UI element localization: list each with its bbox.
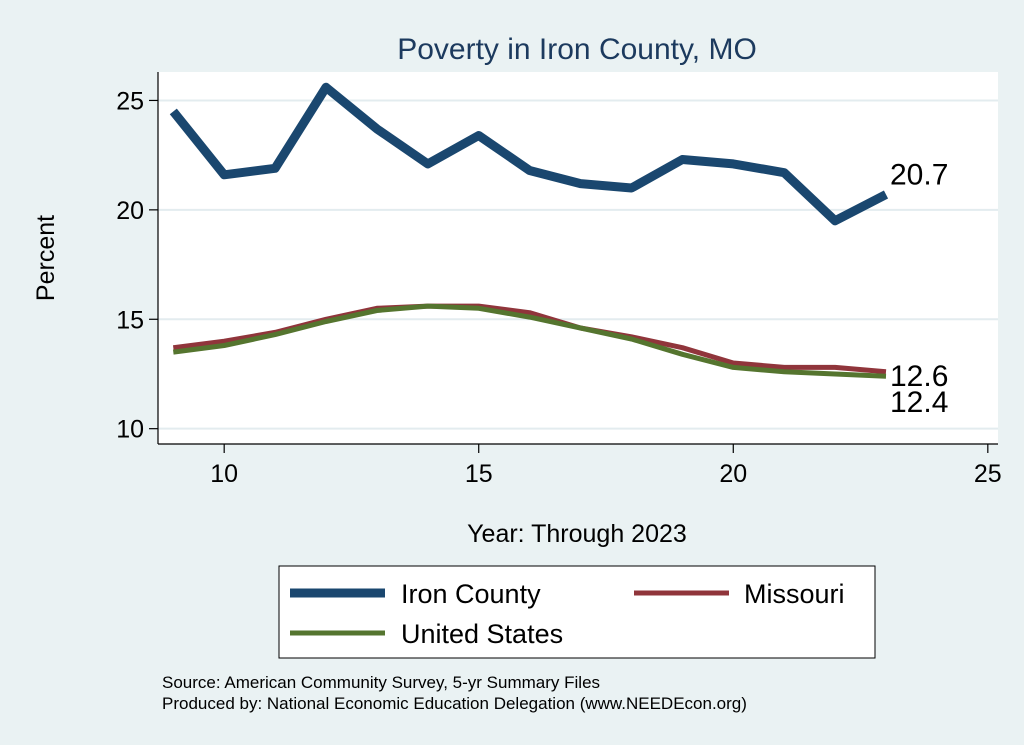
x-tick-label: 15: [465, 460, 493, 488]
legend-box: [278, 565, 876, 659]
y-tick-label: 25: [116, 87, 144, 115]
y-tick-label: 20: [116, 197, 144, 225]
produced-by-note: Produced by: National Economic Education…: [162, 694, 747, 713]
legend-label-missouri: Missouri: [744, 579, 845, 609]
series-line-iron-county: [169, 82, 889, 226]
end-label-iron-county: 20.7: [890, 159, 948, 192]
x-tick-label: 10: [210, 460, 238, 488]
end-labels: 20.7 12.612.4: [890, 159, 948, 420]
end-label-missouri: 12.6: [890, 360, 948, 393]
chart-title: Poverty in Iron County, MO: [397, 33, 757, 66]
y-tick-label: 10: [116, 416, 144, 444]
y-axis-title: Percent: [32, 215, 60, 301]
legend-label-united-states: United States: [401, 619, 563, 649]
x-axis-title: Year: Through 2023: [467, 520, 687, 548]
end-label-united-states: 12.4: [890, 386, 948, 419]
x-tick-label: 25: [974, 460, 1002, 488]
legend-label-iron-county: Iron County: [401, 579, 541, 609]
axes: 10 15 20 25 10 15 20 25: [116, 72, 1002, 488]
series-lines: [169, 82, 889, 379]
gridlines: [158, 99, 998, 430]
legend: Iron County Missouri United States: [278, 565, 876, 659]
source-note: Source: American Community Survey, 5-yr …: [162, 673, 600, 692]
plot-area: [158, 72, 998, 444]
series-line-united-states: [172, 303, 887, 379]
x-tick-label: 20: [719, 460, 747, 488]
y-tick-label: 15: [116, 306, 144, 334]
